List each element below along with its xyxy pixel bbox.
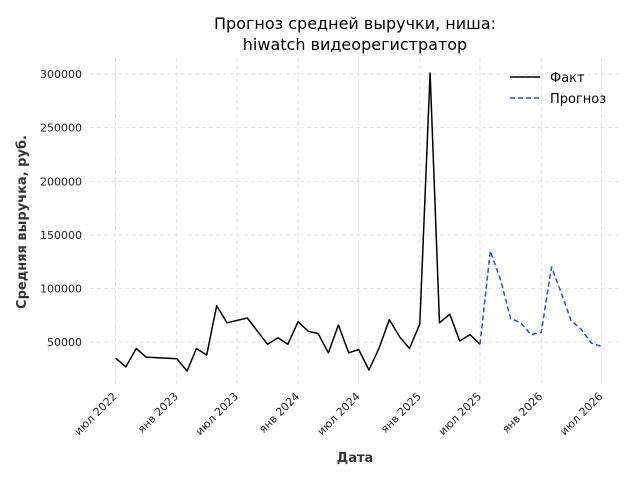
x-tick-label-2: июл 2023 xyxy=(193,390,241,438)
series xyxy=(115,72,602,372)
x-tick-label-5: янв 2025 xyxy=(378,390,424,436)
legend-label-fact: Факт xyxy=(550,71,585,86)
y-tick-label-5: 300000 xyxy=(40,68,82,81)
y-tick-label-4: 250000 xyxy=(40,122,82,135)
y-tick-label-0: 50000 xyxy=(47,336,82,349)
x-tick-label-3: янв 2024 xyxy=(256,390,302,436)
y-tick-label-1: 100000 xyxy=(40,283,82,296)
x-tick-label-8: июл 2026 xyxy=(557,390,605,438)
x-tick-label-7: янв 2026 xyxy=(500,390,546,436)
y-tick-label-2: 150000 xyxy=(40,229,82,242)
x-tick-label-4: июл 2024 xyxy=(315,390,363,438)
y-tick-label-3: 200000 xyxy=(40,175,82,188)
series-line-1 xyxy=(479,250,602,348)
x-tick-label-1: янв 2023 xyxy=(135,390,181,436)
y-axis-label: Средняя выручка, руб. xyxy=(15,135,30,309)
chart-title-line-1: Прогноз средней выручки, ниша: xyxy=(214,14,496,33)
x-tick-label-6: июл 2025 xyxy=(436,390,484,438)
legend: Факт Прогноз xyxy=(510,71,606,107)
chart-title-line-2: hiwatch видеорегистратор xyxy=(243,35,467,54)
x-axis-label: Дата xyxy=(337,451,374,466)
y-axis-ticks: 50000 100000 150000 200000 250000 300000 xyxy=(40,68,82,349)
legend-label-forecast: Прогноз xyxy=(550,92,606,107)
grid xyxy=(90,58,622,385)
x-tick-label-0: июл 2022 xyxy=(72,390,120,438)
series-line-0 xyxy=(115,72,481,372)
x-axis-ticks: июл 2022 янв 2023 июл 2023 янв 2024 июл 2024… xyxy=(72,390,606,438)
